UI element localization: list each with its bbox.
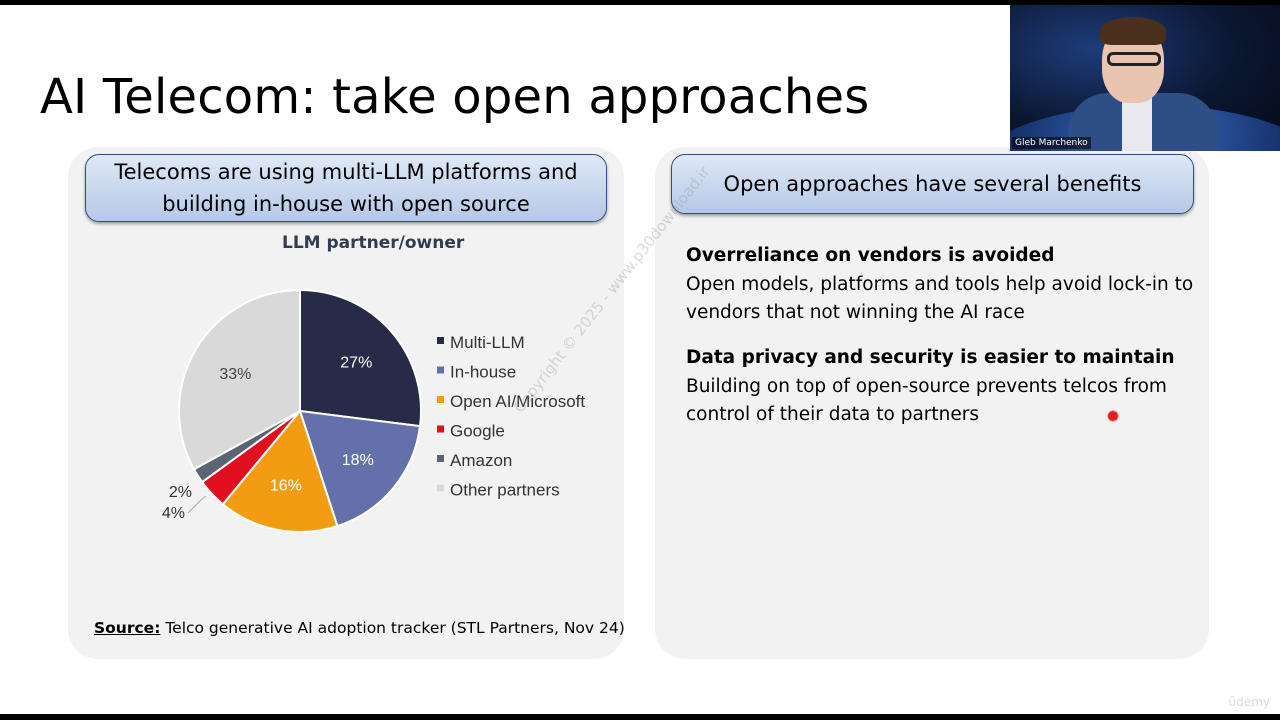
benefit-body: Open models, platforms and tools help av… — [686, 273, 1194, 324]
left-panel: Telecoms are using multi-LLM platforms a… — [68, 147, 625, 659]
pie-data-label: 4% — [162, 505, 185, 522]
pie-data-label: 18% — [342, 452, 374, 469]
laser-pointer-icon — [1107, 410, 1119, 422]
legend-entry: Other partners — [450, 481, 560, 500]
legend-swatch — [437, 396, 444, 403]
presenter-name: Gleb Marchenko — [1012, 137, 1091, 149]
legend-swatch — [437, 366, 444, 374]
source-note: Source: Telco generative AI adoption tra… — [94, 619, 625, 637]
pie-slice-multi-llm — [299, 288, 422, 428]
slide-title: AI Telecom: take open approaches — [40, 69, 870, 125]
right-panel-heading: Open approaches have several benefits — [671, 154, 1194, 214]
right-heading-text: Open approaches have several benefits — [723, 172, 1142, 196]
legend-swatch — [437, 455, 444, 462]
udemy-logo: ûdemy — [1228, 695, 1270, 709]
legend-entry: Open AI/Microsoft — [450, 392, 585, 411]
left-panel-heading: Telecoms are using multi-LLM platforms a… — [85, 154, 607, 222]
pie-slice-in-house — [298, 409, 422, 528]
pie-data-label: 2% — [169, 484, 192, 501]
pie-data-label: 27% — [340, 354, 372, 371]
pie-chart: 27% 18% 16% 4% 2% 33% Multi-LLM In-house Open AI… — [162, 288, 585, 533]
benefit-vendors: Overreliance on vendors is avoided Open … — [686, 242, 1201, 328]
legend-swatch — [437, 337, 444, 344]
legend-entry: Multi-LLM — [450, 333, 525, 352]
legend-swatch — [437, 425, 444, 433]
left-heading-line1: Telecoms are using multi-LLM platforms a… — [114, 160, 578, 184]
leader-line — [187, 495, 207, 514]
source-label: Source: — [94, 619, 161, 637]
benefit-title: Data privacy and security is easier to m… — [686, 347, 1175, 368]
pie-data-label: 16% — [270, 478, 302, 495]
legend-entry: Google — [450, 422, 505, 441]
legend-entry: Amazon — [450, 451, 512, 470]
presenter-hair — [1100, 17, 1166, 45]
legend-entry: In-house — [450, 363, 516, 382]
pie-slice-other-partners — [178, 288, 301, 471]
left-heading-line2: building in-house with open source — [162, 192, 530, 216]
pie-data-label: 33% — [219, 366, 251, 383]
chart-title: LLM partner/owner — [282, 233, 465, 253]
right-panel: Open approaches have several benefits Ov… — [655, 147, 1209, 659]
legend-swatch — [437, 484, 444, 492]
presenter-shirt — [1122, 95, 1152, 151]
presenter-glasses — [1107, 52, 1161, 66]
source-text: Telco generative AI adoption tracker (ST… — [160, 619, 625, 637]
benefit-body: Building on top of open-source prevents … — [686, 375, 1167, 426]
webcam-overlay: Gleb Marchenko — [1010, 5, 1280, 151]
pie-slice-open-ai-microsoft — [221, 408, 339, 533]
benefit-title: Overreliance on vendors is avoided — [686, 245, 1055, 266]
benefit-privacy: Data privacy and security is easier to m… — [686, 344, 1201, 430]
